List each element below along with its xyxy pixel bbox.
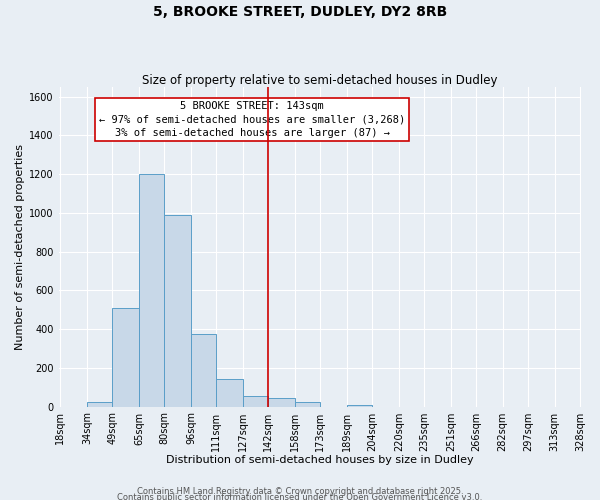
- Text: Contains public sector information licensed under the Open Government Licence v3: Contains public sector information licen…: [118, 492, 482, 500]
- Text: Contains HM Land Registry data © Crown copyright and database right 2025.: Contains HM Land Registry data © Crown c…: [137, 486, 463, 496]
- Bar: [87, 402, 112, 406]
- X-axis label: Distribution of semi-detached houses by size in Dudley: Distribution of semi-detached houses by …: [166, 455, 474, 465]
- Text: 5 BROOKE STREET: 143sqm
← 97% of semi-detached houses are smaller (3,268)
3% of : 5 BROOKE STREET: 143sqm ← 97% of semi-de…: [99, 102, 405, 138]
- Bar: [268, 398, 295, 406]
- Title: Size of property relative to semi-detached houses in Dudley: Size of property relative to semi-detach…: [142, 74, 498, 87]
- Bar: [164, 215, 191, 406]
- Y-axis label: Number of semi-detached properties: Number of semi-detached properties: [15, 144, 25, 350]
- Bar: [295, 402, 320, 406]
- Bar: [243, 396, 268, 406]
- Bar: [216, 378, 243, 406]
- Bar: [347, 404, 372, 406]
- Text: 5, BROOKE STREET, DUDLEY, DY2 8RB: 5, BROOKE STREET, DUDLEY, DY2 8RB: [153, 5, 447, 19]
- Bar: [139, 174, 164, 406]
- Bar: [191, 334, 216, 406]
- Bar: [112, 308, 139, 406]
